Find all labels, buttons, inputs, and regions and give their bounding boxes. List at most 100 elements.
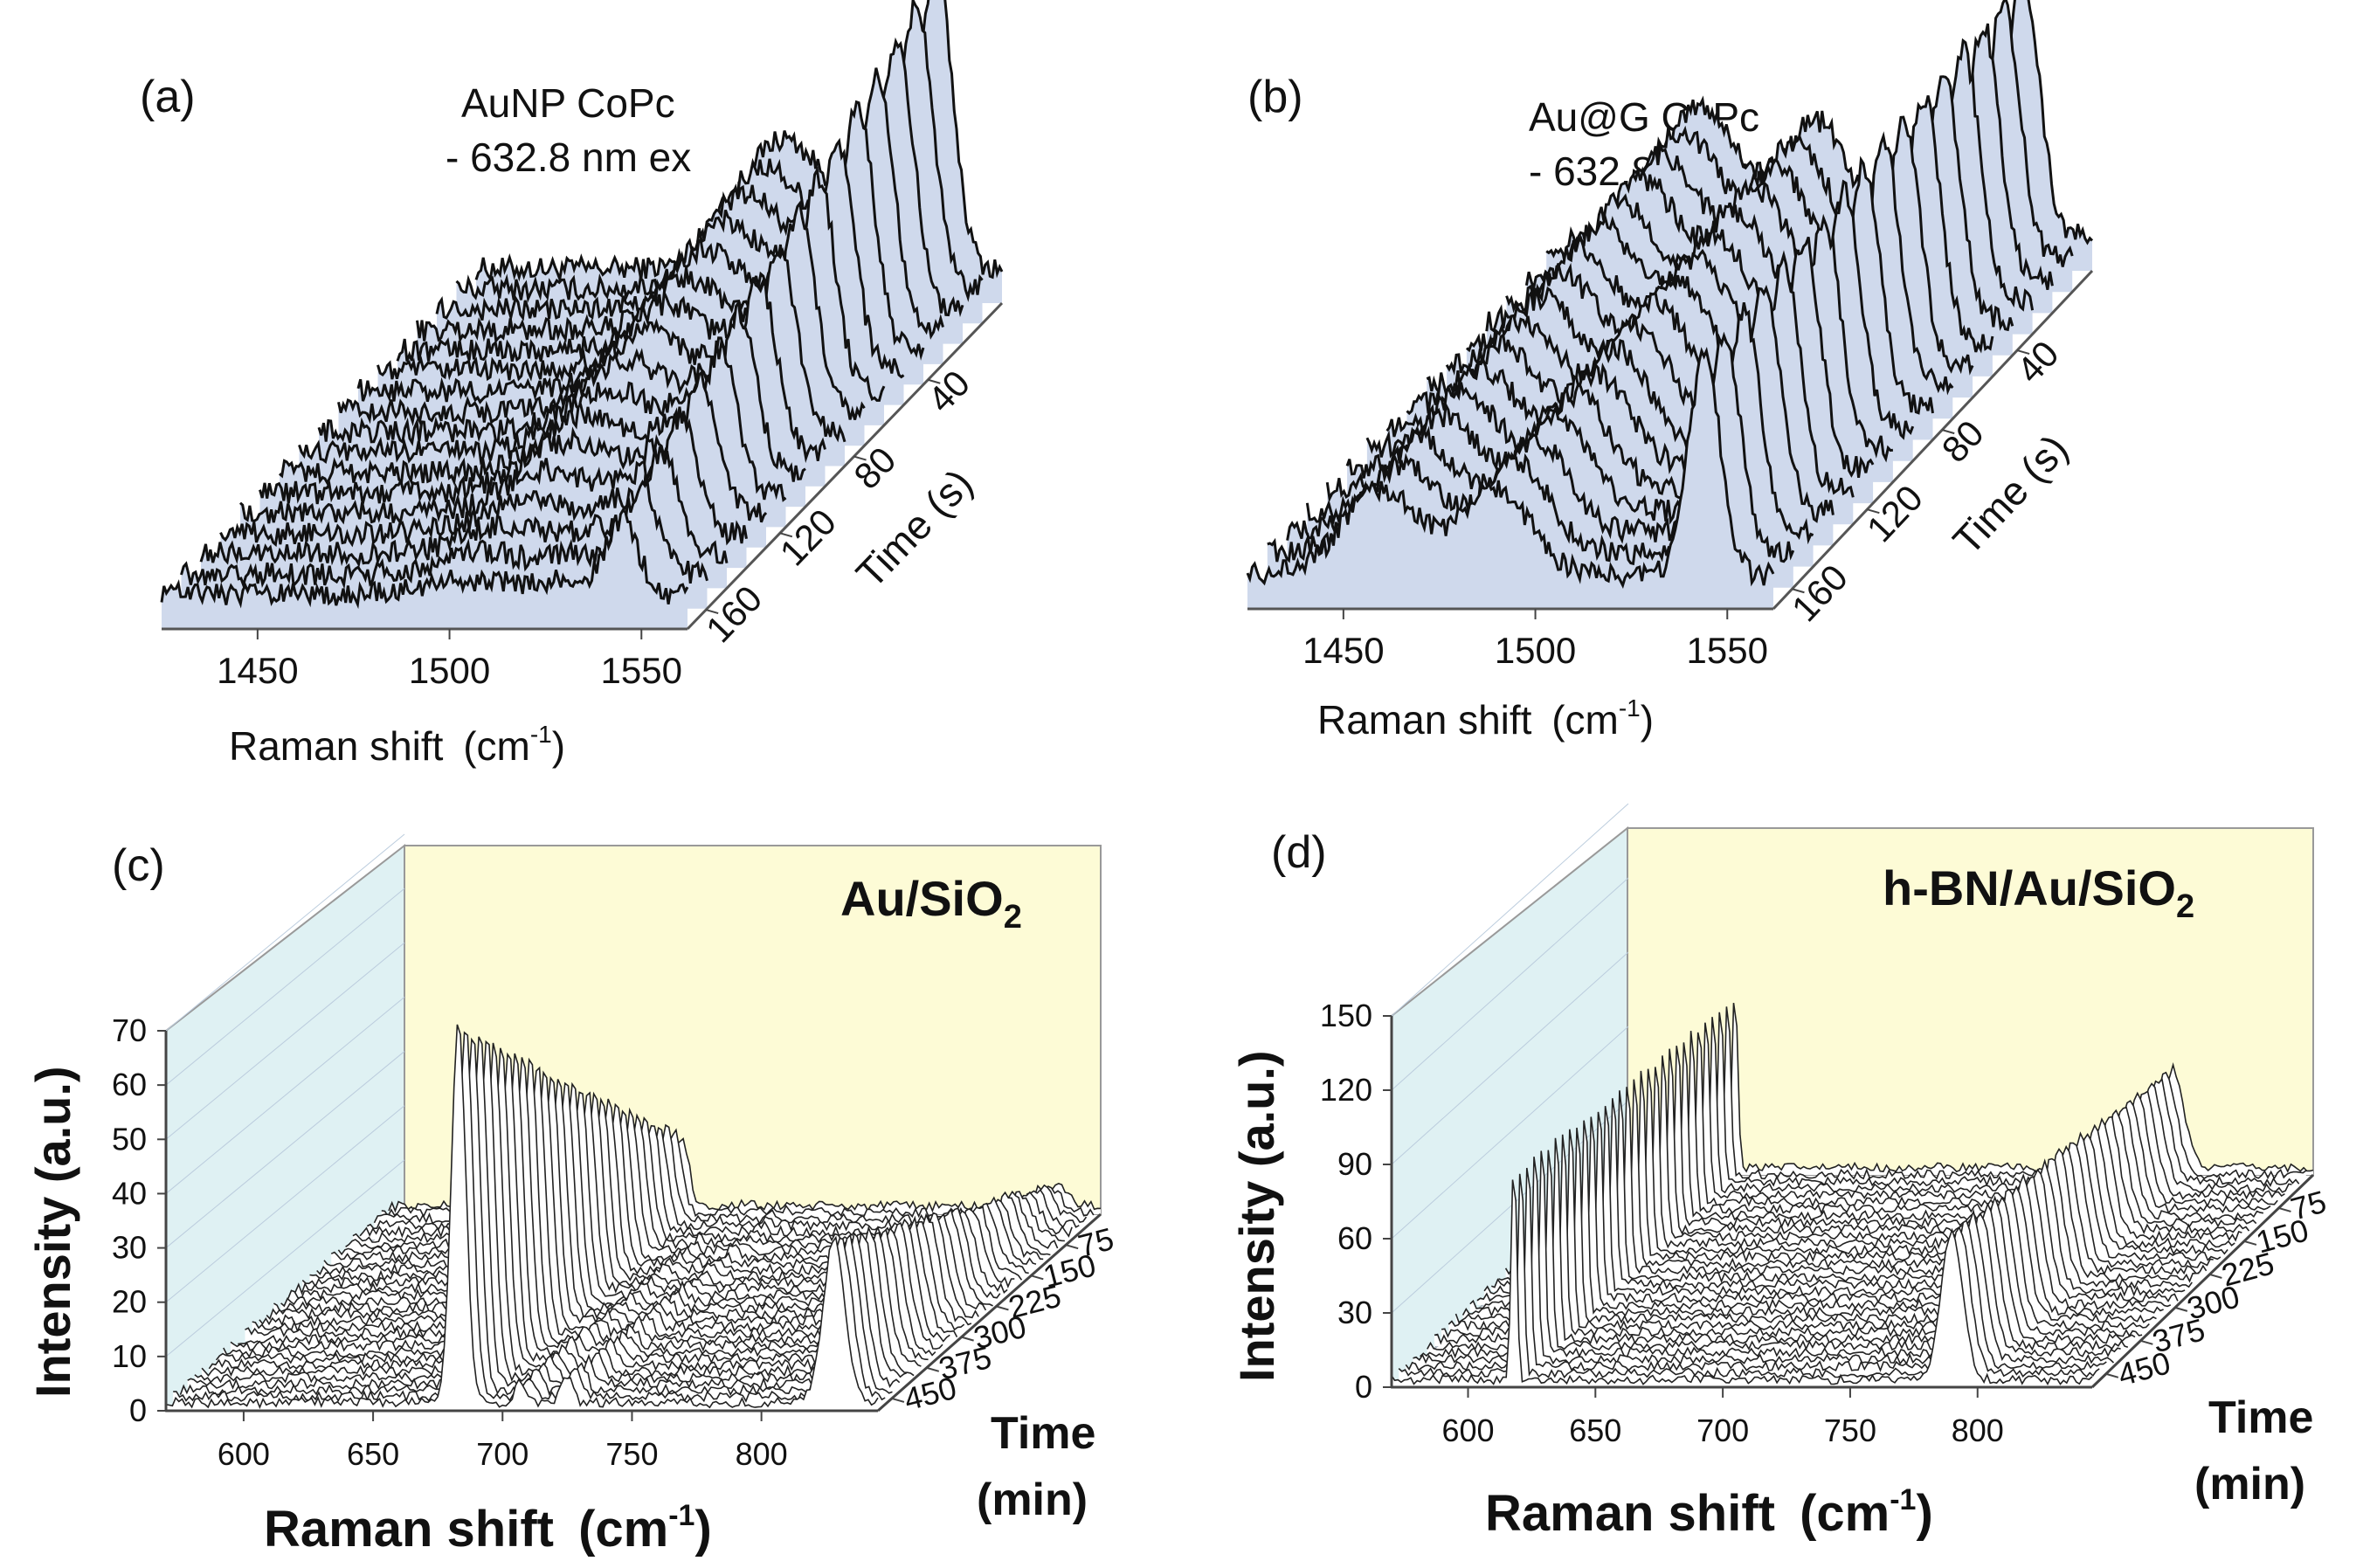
panel-c-trace-line [201, 1042, 915, 1378]
panel-b-time-tick-label: 40 [2008, 333, 2066, 390]
panel-b-time-axis [1772, 269, 2094, 611]
panel-c-trace-line [187, 1036, 901, 1391]
panel-c-time-tick-mark [891, 1397, 905, 1403]
panel-d-time-tick-mark [2278, 1207, 2291, 1212]
panel-c-time-axis [877, 1212, 1102, 1413]
panel-a-x-tick-label: 1500 [409, 650, 490, 691]
panel-a-x-tick-label: 1550 [601, 650, 682, 691]
panel-c-traces [165, 1024, 1102, 1411]
panel-d-grid-line [1391, 803, 1629, 1017]
panel-d-y-tick-label: 90 [1337, 1146, 1372, 1182]
panel-b-time-tick-mark [1941, 429, 1955, 435]
panel-d-x-tick-label: 750 [1824, 1413, 1876, 1448]
panel-a-title-line1: AuNP CoPc [461, 80, 675, 126]
panel-d-time-tick-mark [2105, 1372, 2119, 1378]
panel-c-y-tick-label: 70 [112, 1012, 147, 1048]
panel-c-label: (c) [112, 840, 165, 891]
panel-d-time-axis [2090, 1173, 2315, 1389]
panel-b-time-tick-label: 160 [1784, 556, 1855, 629]
panel-d-traces [1391, 1002, 2314, 1387]
panel-a-time-tick-mark [705, 609, 719, 615]
panel-d-trace-fill [1605, 1006, 2306, 1182]
panel-d-trace-fill [1591, 1017, 2292, 1196]
panel-d-x-tick-label: 650 [1569, 1413, 1621, 1448]
panel-c-y-tick-label: 50 [112, 1121, 147, 1157]
panel-c-time-tick-mark [926, 1366, 940, 1372]
panel-c-grid-line [165, 1051, 405, 1248]
panel-a: (a) AuNP CoPc - 632.8 nm ex 1450 1500 1550… [140, 0, 1004, 769]
panel-d: (d) 0 30 60 90 120 150 600 650 700 750 800 751502… [1229, 803, 2330, 1542]
panel-a-time-tick-mark [779, 532, 793, 538]
panel-a-time-tick-label: 80 [846, 439, 903, 496]
panel-c-grid-line [165, 997, 405, 1194]
panel-d-grid-line [1391, 877, 1629, 1091]
panel-b-x-tick-label: 1500 [1495, 630, 1576, 671]
panel-d-inset-label: h-BN/Au/SiO2 [1883, 860, 2194, 925]
panel-c-grid-line [165, 942, 405, 1140]
panel-c-trace-line [194, 1040, 908, 1384]
panel-d-label: (d) [1271, 827, 1327, 878]
panel-d-y-tick-label: 150 [1320, 998, 1372, 1033]
panel-a-trace-line [160, 508, 689, 610]
panel-c-x-tick-label: 700 [476, 1436, 529, 1472]
panel-c-y-tick-label: 30 [112, 1230, 147, 1266]
panel-b-x-ticks: 1450 1500 1550 [1302, 609, 1768, 671]
panel-a-x-axis-title: Raman shift (cm-1) [229, 721, 565, 769]
panel-b-time-tick-mark [1792, 588, 1805, 594]
panel-a-label: (a) [140, 72, 196, 122]
panel-b-traces [1246, 0, 2094, 609]
panel-c-y-tick-label: 60 [112, 1067, 147, 1102]
panel-d-x-tick-label: 700 [1696, 1413, 1749, 1448]
panel-d-y-tick-label: 30 [1337, 1295, 1372, 1330]
panel-d-grid-line [1391, 1026, 1629, 1240]
panel-d-x-tick-label: 800 [1952, 1413, 2004, 1448]
panel-c-x-tick-label: 600 [218, 1436, 270, 1472]
panel-c-x-tick-label: 750 [605, 1436, 658, 1472]
panel-d-y-tick-label: 120 [1320, 1072, 1372, 1108]
panel-c-y-tick-label: 40 [112, 1175, 147, 1211]
panel-d-time-tick-mark [2243, 1240, 2257, 1246]
panel-d-trace-fill [1392, 1179, 2092, 1387]
panel-a-time-tick-label: 40 [920, 363, 978, 420]
panel-c-time-tick-mark [1031, 1274, 1044, 1281]
panel-c-grid [165, 833, 405, 1412]
panel-c-time-tick-mark [1065, 1244, 1079, 1250]
panel-d-trace-fill [1613, 1003, 2313, 1175]
panel-d-x-axis-title: Raman shift (cm-1) [1485, 1483, 1933, 1542]
panel-a-trace-fill [162, 510, 688, 629]
panel-d-x-tick-label: 600 [1441, 1413, 1494, 1448]
panel-c-time-tick-mark [961, 1336, 974, 1342]
panel-c-grid-line [165, 1105, 405, 1303]
panel-b-trace-fill [1247, 350, 1773, 609]
panel-c-y-ticks: 0 10 20 30 40 50 60 70 [112, 1012, 166, 1428]
panel-c-y-tick-label: 20 [112, 1284, 147, 1320]
panel-d-trace-fill [1598, 1012, 2299, 1189]
panel-c-trace-line [223, 1053, 936, 1358]
panel-c-grid-line [165, 1159, 405, 1357]
panel-d-y-tick-label: 60 [1337, 1220, 1372, 1256]
panel-d-trace-line [1391, 1179, 2093, 1385]
panel-d-y-axis-title: Intensity (a.u.) [1229, 1050, 1284, 1382]
panel-a-trace-fill [181, 481, 708, 609]
panel-d-time-tick-mark [2174, 1306, 2188, 1312]
panel-d-y-ticks: 0 30 60 90 120 150 [1320, 998, 1392, 1405]
panel-c-x-ticks: 600 650 700 750 800 [218, 1411, 788, 1472]
panel-d-time-title-line2: (min) [2194, 1459, 2305, 1509]
panel-c-x-tick-label: 800 [736, 1436, 788, 1472]
panel-c-grid-line [165, 888, 405, 1086]
panel-c-inset-label: Au/SiO2 [840, 871, 1022, 936]
panel-a-x-ticks: 1450 1500 1550 [217, 629, 682, 691]
panel-b: (b) Au@G CoPc - 632.8 nm ex 145015001550… [1246, 0, 2094, 743]
panel-b-trace-line [1246, 347, 1775, 590]
panel-b-x-axis-title: Raman shift (cm-1) [1317, 694, 1654, 743]
panel-d-time-tick-mark [2209, 1273, 2222, 1279]
panel-b-time-tick-mark [2016, 349, 2030, 356]
panel-a-title-line2: - 632.8 nm ex [446, 135, 691, 180]
panel-c-y-tick-label: 0 [129, 1392, 147, 1428]
panel-d-x-ticks: 600 650 700 750 800 [1441, 1387, 2004, 1448]
panel-c-trace-line [165, 1024, 879, 1410]
panel-c-time-tick-label: 75 [1074, 1220, 1117, 1264]
panel-d-grid-line [1391, 951, 1629, 1165]
panel-a-time-axis [686, 301, 1004, 631]
